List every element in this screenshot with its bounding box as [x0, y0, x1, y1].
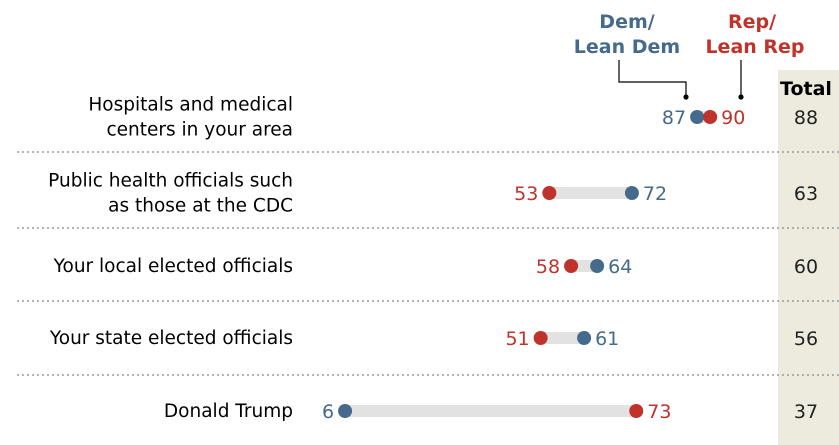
- total-value: 37: [794, 401, 818, 423]
- rep-dot: [703, 110, 718, 124]
- dem-value-label: 6: [322, 401, 334, 423]
- chart-rows: Hospitals and medical centers in your are…: [17, 95, 839, 423]
- legend: Dem/ Lean Dem Rep/ Lean Rep: [574, 11, 805, 100]
- range-bar: [345, 405, 637, 417]
- range-bar: [571, 260, 598, 272]
- rep-dot: [533, 331, 548, 345]
- range-bar: [540, 332, 585, 344]
- range-bar: [549, 187, 632, 199]
- dem-value-label: 72: [643, 183, 667, 205]
- dem-dot: [590, 259, 605, 273]
- category-label: centers in your area: [106, 120, 293, 141]
- total-column-background: [778, 70, 839, 445]
- legend-dem-line1: Dem/: [599, 11, 654, 33]
- legend-dem-line2: Lean Dem: [574, 36, 680, 58]
- rep-value-label: 90: [721, 107, 745, 129]
- dem-dot: [624, 186, 639, 200]
- rep-dot: [542, 186, 557, 200]
- total-value: 56: [794, 328, 818, 350]
- total-value: 88: [794, 107, 818, 129]
- dem-value-label: 61: [595, 328, 619, 350]
- legend-dem-leader-dot: [683, 94, 689, 100]
- rep-dot: [629, 404, 644, 418]
- category-label: as those at the CDC: [108, 196, 293, 217]
- category-label: Public health officials such: [48, 171, 293, 192]
- category-label: Your local elected officials: [53, 256, 293, 277]
- legend-rep-leader-dot: [738, 94, 744, 100]
- category-label: Your state elected officials: [49, 328, 293, 349]
- legend-rep-line1: Rep/: [728, 11, 776, 33]
- rep-dot: [564, 259, 579, 273]
- rep-value-label: 73: [647, 401, 671, 423]
- total-value: 60: [794, 256, 818, 278]
- legend-rep-line2: Lean Rep: [705, 36, 804, 58]
- legend-dem-leader-line: [618, 60, 687, 97]
- rep-value-label: 58: [536, 256, 560, 278]
- dem-value-label: 87: [662, 107, 686, 129]
- dem-dot: [690, 110, 705, 124]
- rep-value-label: 51: [505, 328, 529, 350]
- dem-dot: [338, 404, 353, 418]
- dem-dot: [577, 331, 592, 345]
- category-label: Hospitals and medical: [88, 95, 293, 116]
- total-value: 63: [794, 183, 818, 205]
- category-label: Donald Trump: [164, 401, 293, 422]
- dem-value-label: 64: [608, 256, 632, 278]
- total-column-header: Total: [780, 78, 832, 100]
- rep-value-label: 53: [514, 183, 538, 205]
